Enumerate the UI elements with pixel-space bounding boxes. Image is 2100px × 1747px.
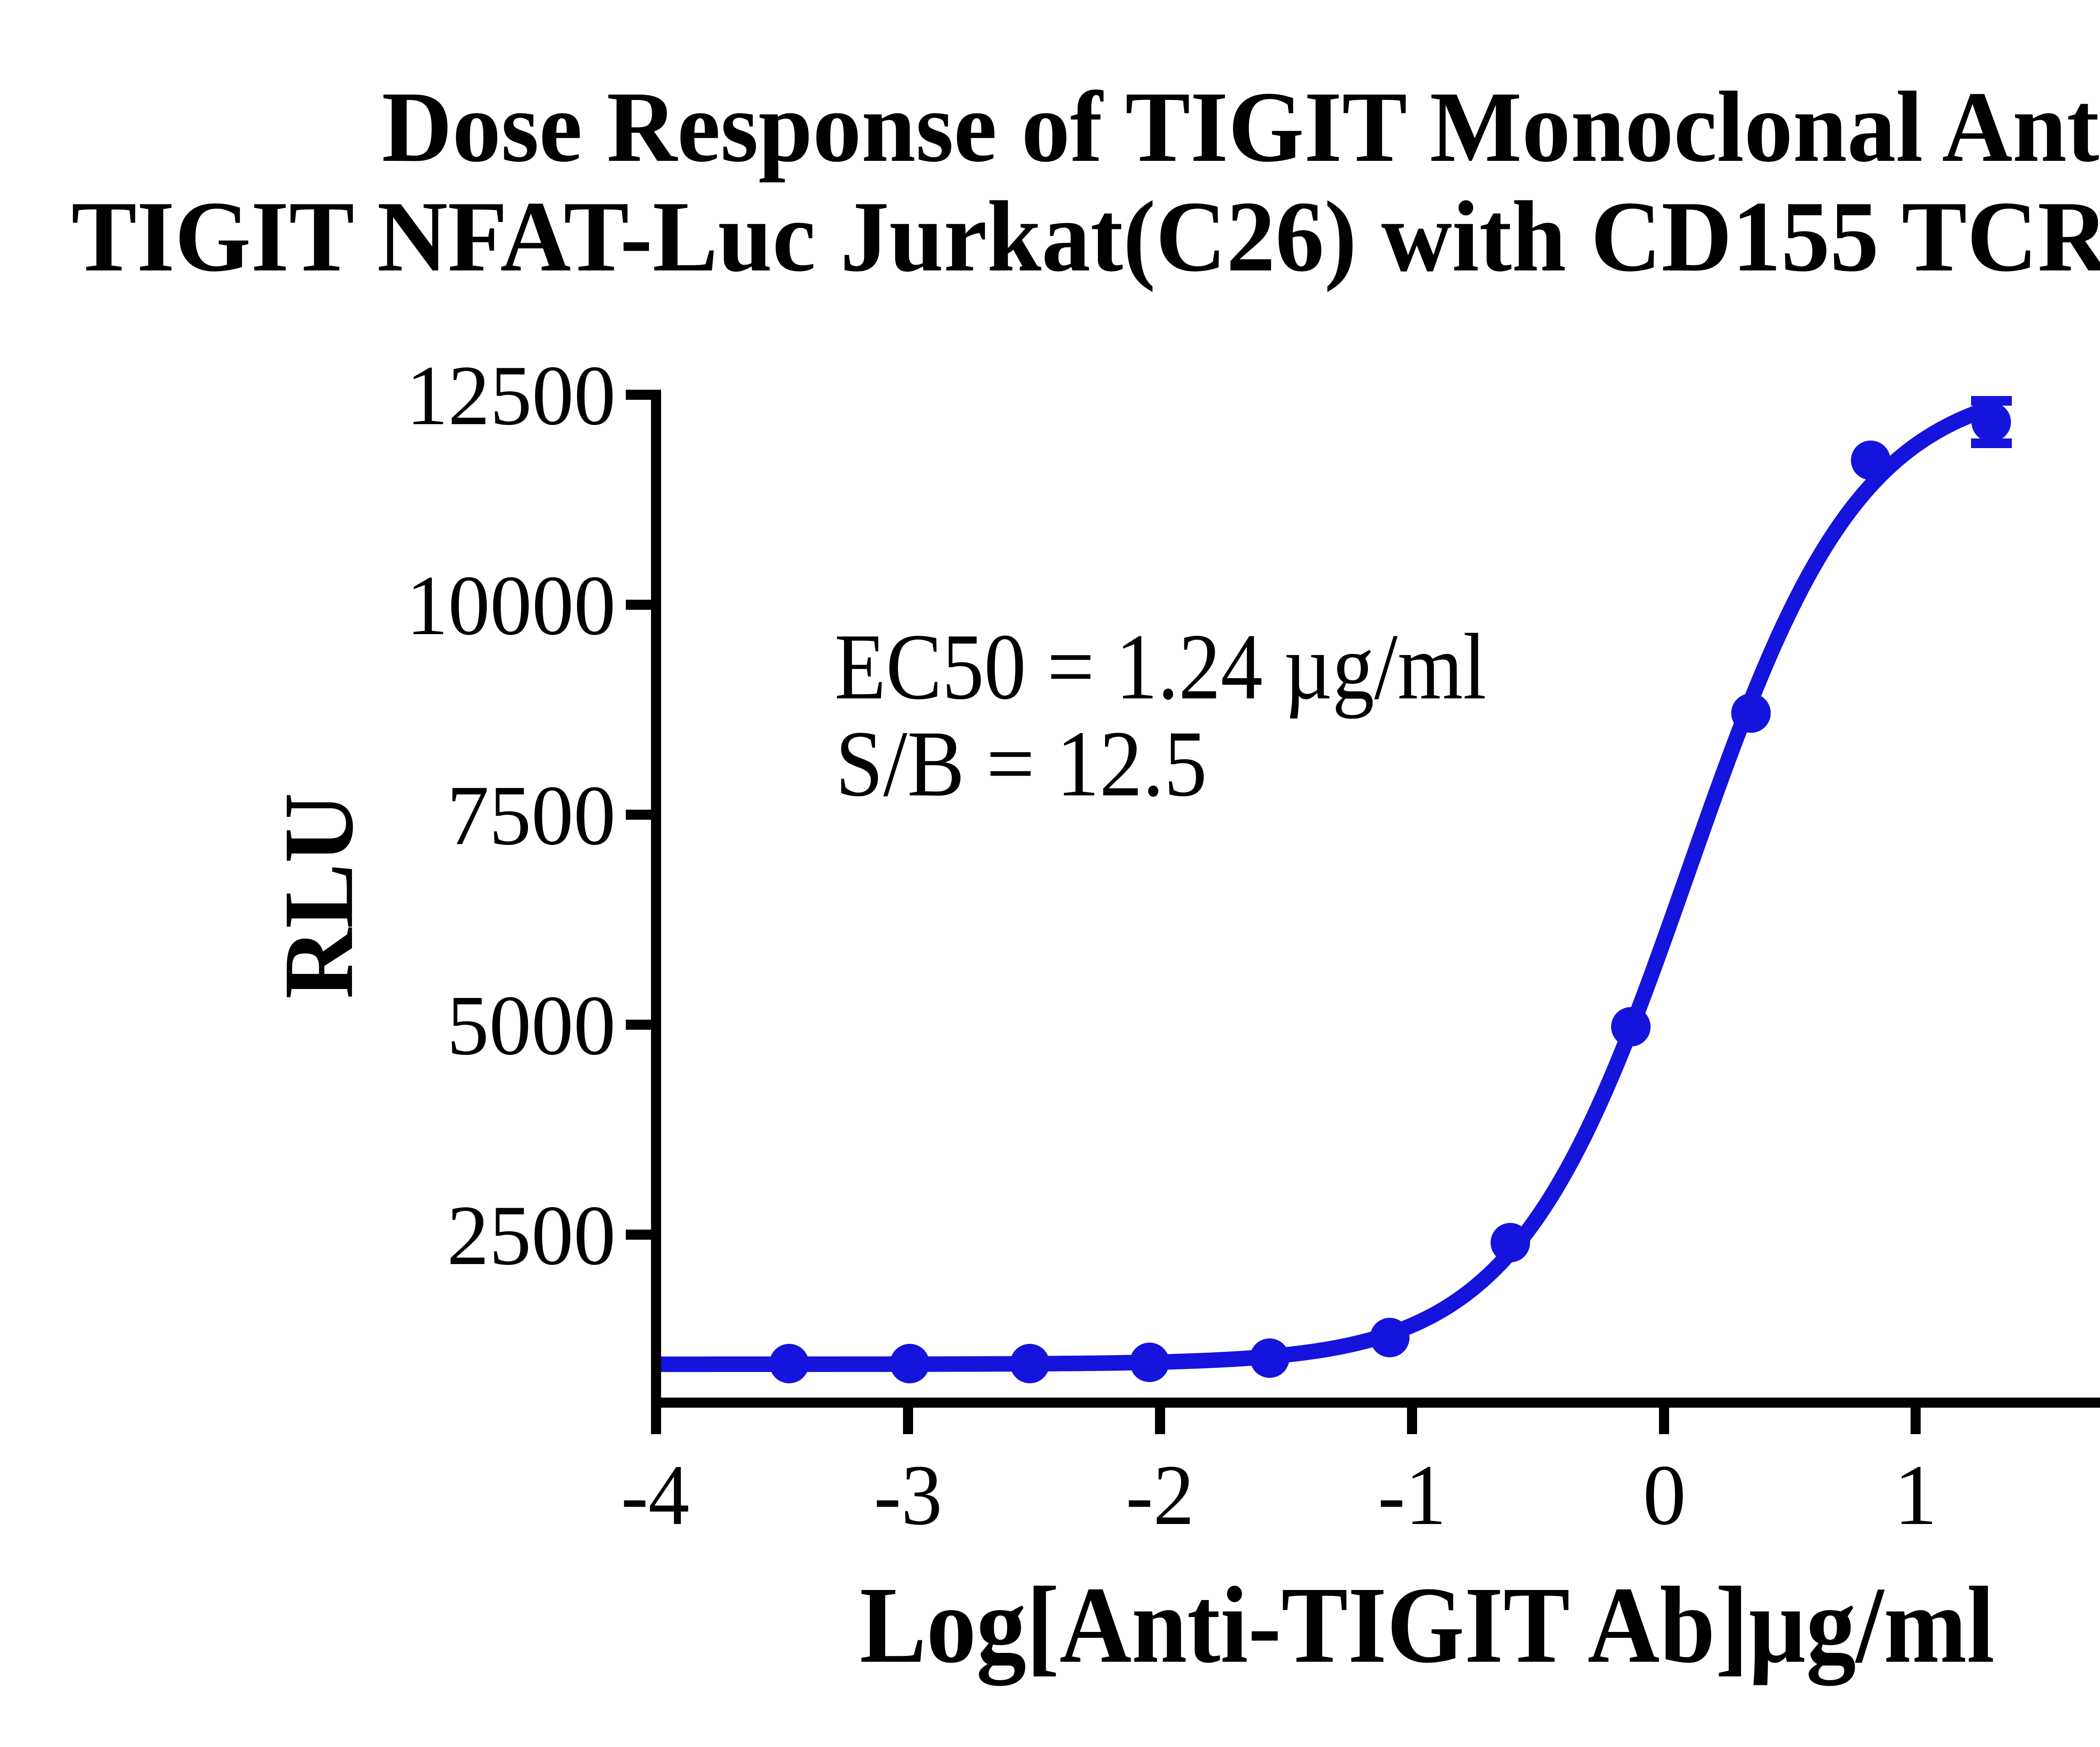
svg-text:12500: 12500 (406, 348, 616, 443)
svg-text:1: 1 (1894, 1447, 1937, 1543)
svg-text:0: 0 (1643, 1447, 1686, 1543)
svg-text:EC50 = 1.24 µg/ml: EC50 = 1.24 µg/ml (835, 614, 1486, 719)
svg-text:S/B = 12.5: S/B = 12.5 (835, 711, 1207, 816)
svg-text:-4: -4 (621, 1447, 690, 1543)
svg-text:10000: 10000 (406, 558, 616, 653)
svg-text:-2: -2 (1126, 1447, 1194, 1543)
svg-text:-3: -3 (874, 1447, 942, 1543)
svg-text:TIGIT NFAT-Luc Jurkat(C26) wit: TIGIT NFAT-Luc Jurkat(C26) with CD155 TC… (71, 181, 2100, 293)
svg-text:2500: 2500 (447, 1188, 616, 1283)
svg-text:-1: -1 (1378, 1447, 1446, 1543)
svg-text:7500: 7500 (447, 768, 616, 863)
svg-text:RLU: RLU (264, 793, 374, 999)
svg-text:Dose Response of TIGIT Monoclo: Dose Response of TIGIT Monoclonal Antibo… (382, 71, 2100, 183)
svg-text:Log[Anti-TIGIT Ab]µg/ml: Log[Anti-TIGIT Ab]µg/ml (860, 1564, 1995, 1687)
svg-text:5000: 5000 (447, 978, 616, 1073)
